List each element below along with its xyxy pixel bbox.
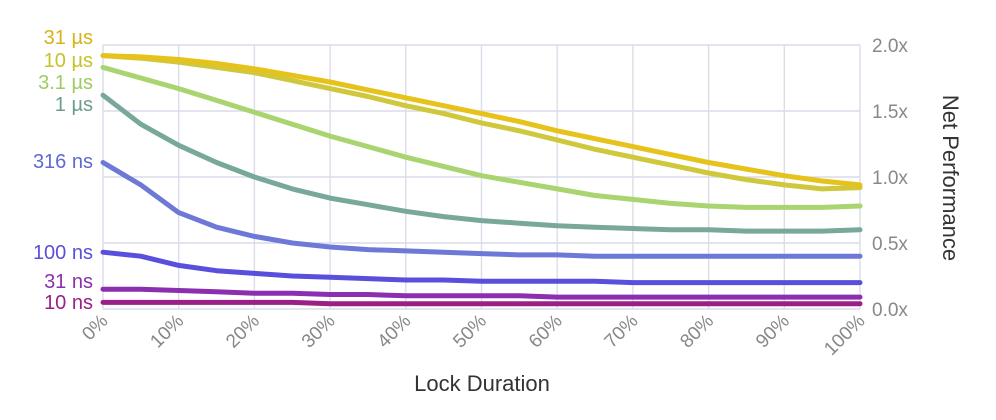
series-label: 1 µs [55,94,93,116]
x-tick-label: 0% [78,311,112,345]
y-tick-label: 1.0x [872,168,908,189]
series-line [100,53,863,188]
x-axis-title: Lock Duration [414,371,550,396]
x-tick-label: 30% [298,311,340,353]
series-label: 31 ns [44,271,93,293]
series-label: 316 ns [33,151,93,173]
y-tick-label: 1.5x [872,102,908,123]
series-line [100,299,863,307]
y-tick-label: 2.0x [872,36,908,57]
series-label: 10 µs [44,50,93,72]
y-tick-label: 0.5x [872,234,908,255]
series-label: 31 µs [44,27,93,49]
x-tick-label: 80% [676,311,718,353]
x-tick-label: 60% [525,311,567,353]
series-label: 100 ns [33,242,93,264]
x-tick-label: 100% [820,311,869,360]
y-axis-title: Net Performance [938,95,963,261]
x-tick-label: 90% [752,311,794,353]
series-line [100,249,863,286]
series-line [100,160,863,259]
x-axis-ticks: 0% 10% 20% 30% 40% 50% 60% 70% 80% 90% 100% [78,311,869,360]
series-line [100,53,863,192]
x-tick-label: 20% [222,311,264,353]
series-label: 3.1 µs [38,72,93,94]
x-tick-label: 10% [146,311,188,353]
series-line [100,92,863,234]
x-tick-label: 70% [601,311,643,353]
y-axis-ticks: 0.0x 0.5x 1.0x 1.5x 2.0x [872,36,908,321]
series-label: 10 ns [44,292,93,314]
series-line [100,286,863,300]
x-tick-label: 40% [374,311,416,353]
series-lines [100,53,863,307]
x-tick-label: 50% [449,311,491,353]
y-tick-label: 0.0x [872,300,908,321]
series-line [100,64,863,210]
